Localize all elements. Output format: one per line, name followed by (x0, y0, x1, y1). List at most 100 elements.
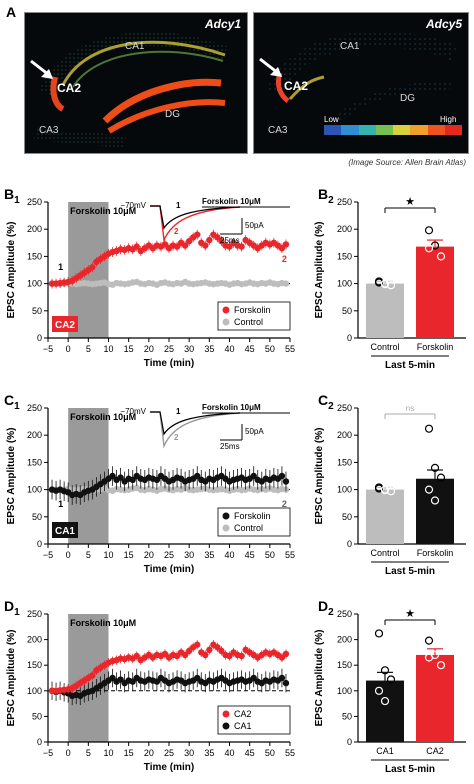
x-tick-label: 45 (245, 550, 255, 560)
x-tick-label: 20 (144, 550, 154, 560)
x-tick-label: 15 (124, 748, 134, 758)
data-point-ca2 (133, 652, 140, 660)
scale-x-label: 25ms (220, 442, 240, 451)
label-ca3-left: CA3 (39, 125, 59, 136)
y-tick-label: 100 (337, 279, 352, 289)
x-tick-label: 35 (204, 550, 214, 560)
data-point-ca2 (218, 647, 225, 655)
data-point-ca2 (194, 641, 201, 648)
panel-d1-label: D1 (4, 598, 20, 618)
x-tick-label: 45 (245, 748, 255, 758)
x-axis-title: Last 5-min (385, 566, 435, 577)
y-tick-label: 50 (32, 512, 42, 522)
y-tick-label: 200 (27, 635, 42, 645)
data-point-forskolin (181, 242, 189, 249)
data-point-forskolin (117, 474, 124, 481)
micrograph-adcy5: Adcy5 CA1 CA2 DG CA3 Low High (253, 12, 469, 154)
data-point (436, 661, 446, 670)
x-tick-label: 40 (224, 344, 234, 354)
y-tick-label: 100 (337, 686, 352, 696)
chart-c2-bar: 0 50 100 150 200 250 EPSC Amplitude (%) Control… (314, 403, 466, 577)
x-tick-label: 55 (285, 550, 295, 560)
legend-box (217, 507, 291, 537)
y-tick-label: 0 (37, 539, 42, 549)
legend-marker (222, 512, 230, 520)
x-tick-label: 35 (204, 344, 214, 354)
legend-label: Control (234, 523, 263, 533)
data-point (424, 226, 434, 235)
stim-label: Forskolin 10μM (70, 412, 136, 422)
bar-ca1 (366, 680, 404, 742)
data-point (380, 696, 390, 706)
y-tick-label: 50 (32, 306, 42, 316)
y-tick-label: 250 (337, 609, 352, 619)
data-point (430, 463, 440, 472)
trace-marker-1: 1 (58, 499, 63, 509)
data-point-ca1 (282, 679, 290, 687)
y-axis-title: EPSC Amplitude (%) (314, 222, 325, 319)
inset-trace-2 (150, 205, 241, 243)
data-point (386, 487, 396, 496)
x-tick-label: 0 (66, 344, 71, 354)
y-tick-label: 200 (27, 224, 42, 234)
x-tick-label: CA2 (426, 746, 444, 756)
data-point-ca2 (89, 672, 96, 679)
x-tick-label: 5 (86, 748, 91, 758)
panel-c2-label: C2 (318, 392, 334, 412)
data-point-forskolin (250, 472, 257, 480)
x-tick-label: 0 (66, 748, 71, 758)
x-tick-label: 30 (184, 748, 194, 758)
scale-y-label: 50pA (245, 221, 264, 230)
data-point-forskolin (278, 472, 286, 480)
bar-control (366, 489, 404, 544)
arrow-icon (30, 59, 53, 79)
x-tick-label: 25 (164, 550, 174, 560)
legend-box (217, 705, 291, 735)
stim-shade (68, 408, 109, 544)
y-tick-label: 150 (337, 457, 352, 467)
legend-label: Forskolin (234, 511, 271, 521)
x-tick-label: Control (370, 548, 399, 558)
x-tick-label: 40 (224, 550, 234, 560)
label-dg-right: DG (400, 93, 415, 104)
legend-marker (222, 722, 230, 730)
micrograph-adcy1: Adcy1 CA1 CA2 DG CA3 (24, 12, 248, 154)
x-tick-label: 10 (103, 344, 113, 354)
scale-y-label: 50pA (245, 427, 264, 436)
y-tick-label: 150 (337, 660, 352, 670)
arrow-icon (259, 57, 282, 77)
panel-d2-label: D2 (318, 598, 334, 618)
x-tick-label: CA1 (376, 746, 394, 756)
y-tick-label: 50 (342, 711, 352, 721)
data-point-forskolin (194, 231, 201, 238)
y-axis-title: EPSC Amplitude (%) (6, 222, 17, 319)
y-tick-label: 200 (337, 430, 352, 440)
y-tick-label: 250 (337, 197, 352, 207)
label-ca1-left: CA1 (125, 41, 145, 52)
trace-marker-1: 1 (58, 262, 63, 272)
legend-marker (222, 524, 230, 532)
stim-label: Forskolin 10μM (70, 618, 136, 628)
data-point-forskolin (214, 234, 221, 241)
inset-t1: 1 (176, 407, 181, 416)
x-axis-title: Last 5-min (385, 360, 435, 371)
legend-label: CA1 (234, 721, 252, 731)
y-tick-label: 0 (347, 737, 352, 747)
trace-marker-2: 2 (282, 254, 287, 264)
legend-marker (222, 710, 230, 718)
data-point-forskolin (161, 241, 169, 248)
legend-marker (222, 318, 230, 326)
x-tick-label: 45 (245, 344, 255, 354)
data-point-forskolin (89, 264, 96, 271)
x-tick-label: 40 (224, 748, 234, 758)
data-point-forskolin (226, 243, 233, 250)
stim-label: Forskolin 10μM (70, 206, 136, 216)
data-point (436, 473, 446, 482)
y-tick-label: 100 (27, 485, 42, 495)
significance-marker: ★ (405, 608, 415, 620)
x-tick-label: 50 (265, 550, 275, 560)
y-tick-label: 150 (337, 251, 352, 261)
x-tick-label: 55 (285, 748, 295, 758)
image-source: (Image Source: Allen Brain Atlas) (348, 158, 466, 167)
